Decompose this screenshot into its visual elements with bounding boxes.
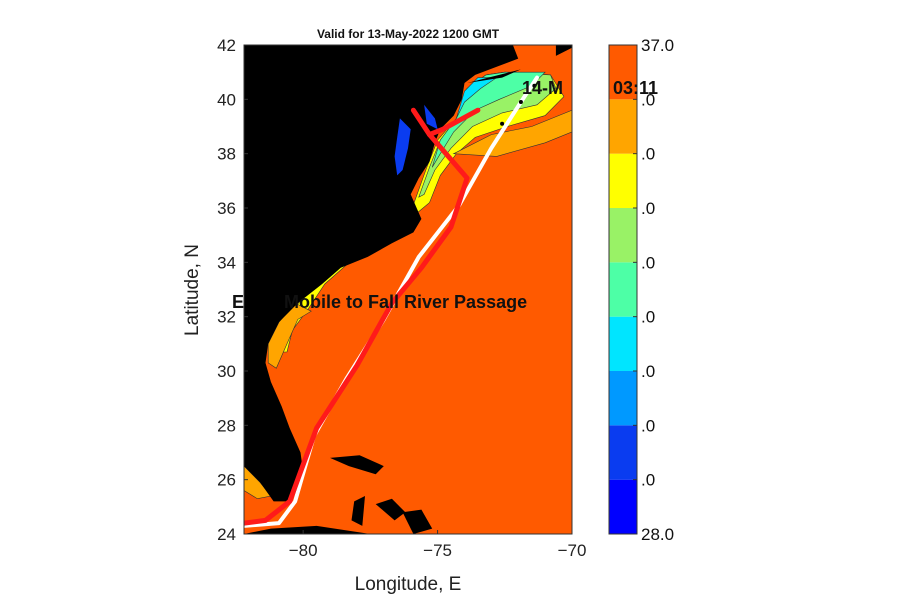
- colorbar-level-1: [609, 425, 637, 480]
- colorbar-tick-label: .0: [641, 308, 655, 327]
- chesapeake-bay: [394, 118, 411, 176]
- y-tick-label: 40: [217, 90, 236, 109]
- colorbar-level-7: [609, 99, 637, 154]
- salinity-band-6: [452, 109, 572, 157]
- y-tick-label: 36: [217, 199, 236, 218]
- x-axis-label: Longitude, E: [355, 574, 462, 595]
- x-axis-ticks: −80 −75 −70: [289, 530, 587, 560]
- colorbar-tick-label: .0: [641, 199, 655, 218]
- y-tick-label: 26: [217, 471, 236, 490]
- colorbar-tick-label: .0: [641, 416, 655, 435]
- colorbar-level-6: [609, 153, 637, 208]
- land-bahamas-4: [402, 509, 433, 534]
- salinity-band-4: [267, 302, 312, 369]
- colorbar-level-8: [609, 45, 637, 100]
- map-title: Valid for 13-May-2022 1200 GMT: [317, 27, 500, 41]
- land-long-island: [467, 69, 521, 83]
- x-tick-label: −70: [558, 541, 587, 560]
- timestamp-overlay-text: 14-M 03:11: [522, 78, 658, 98]
- y-axis-label: Latitude, N: [182, 244, 203, 336]
- colorbar-level-4: [609, 262, 637, 317]
- y-tick-label: 32: [217, 308, 236, 327]
- y-tick-label: 24: [217, 525, 236, 544]
- actual-route-branch: [410, 107, 432, 138]
- delaware-bay: [424, 104, 438, 130]
- y-tick-label: 42: [217, 36, 236, 55]
- ship-routes: [244, 75, 539, 528]
- colorbar: 28.0 .0 .0 .0 .0 .0 .0 .0 .0 37.0: [608, 36, 674, 544]
- colorbar-level-3: [609, 316, 637, 371]
- colorbar-tick-label: 37.0: [641, 36, 674, 55]
- colorbar-tick-label: .0: [641, 471, 655, 490]
- y-tick-label: 34: [217, 253, 236, 272]
- track-point-1: [518, 100, 523, 105]
- colorbar-tick-label: .0: [641, 90, 655, 109]
- land-cape-cod: [555, 45, 572, 56]
- land-bahamas-2: [351, 496, 365, 526]
- colorbar-level-2: [609, 371, 637, 426]
- y-tick-label: 28: [217, 416, 236, 435]
- colorbar-tick-label: .0: [641, 362, 655, 381]
- colorbar-tick-label: 28.0: [641, 525, 674, 544]
- passage-overlay-text: E Mobile to Fall River Passage: [232, 292, 527, 312]
- colorbar-level-0: [609, 479, 637, 534]
- plot-axes-box: [243, 44, 573, 535]
- land-cuba: [244, 525, 371, 534]
- land-bahamas-3: [375, 498, 406, 521]
- colorbar-frame: [608, 44, 638, 535]
- y-axis-ticks: 24 26 28 30 32 34 36 38 40 42: [217, 36, 248, 544]
- x-tick-label: −75: [423, 541, 452, 560]
- colorbar-level-5: [609, 208, 637, 263]
- land-mainland: [244, 45, 519, 502]
- y-tick-label: 38: [217, 145, 236, 164]
- x-tick-label: −80: [289, 541, 318, 560]
- track-point-2: [500, 121, 505, 126]
- bays: [394, 104, 438, 176]
- track-point-0: [532, 83, 537, 88]
- landmass: [244, 45, 572, 534]
- colorbar-tick-label: .0: [641, 253, 655, 272]
- land-bahamas-1: [330, 455, 384, 475]
- y-tick-label: 30: [217, 362, 236, 381]
- colorbar-tick-label: .0: [641, 145, 655, 164]
